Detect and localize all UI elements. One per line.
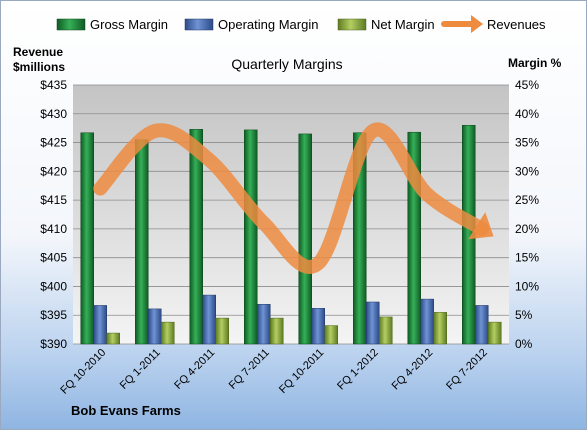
legend-swatch-operating-margin	[184, 18, 214, 31]
legend-swatch-net-margin	[337, 18, 367, 31]
bar-net-margin	[106, 332, 120, 345]
legend-item-gross-margin: Gross Margin	[56, 17, 168, 32]
right-tick-label: 0%	[515, 337, 533, 351]
legend-item-operating-margin: Operating Margin	[184, 17, 318, 32]
legend-item-net-margin: Net Margin	[337, 17, 435, 32]
x-tick-label: FQ 1-2011	[118, 347, 163, 392]
legend-label-net-margin: Net Margin	[371, 17, 435, 32]
x-tick-label: FQ 1-2012	[335, 347, 381, 393]
left-tick-label: $425	[40, 136, 67, 150]
right-axis-label: Margin %	[508, 56, 562, 70]
bar-operating-margin	[148, 308, 162, 345]
left-axis-ticks: $390 $395 $400 $405 $410 $415 $420 $425 $430 $435	[40, 78, 67, 351]
chart-title: Quarterly Margins	[231, 56, 342, 72]
legend-swatch-gross-margin	[56, 18, 86, 31]
left-tick-label: $395	[40, 308, 67, 322]
x-tick-label: FQ 7-2012	[444, 347, 490, 393]
x-tick-label: FQ 4-2011	[172, 347, 217, 392]
bar-net-margin	[433, 312, 447, 345]
left-axis-label-line1: Revenue	[13, 45, 63, 59]
bar-net-margin	[324, 325, 338, 345]
legend-label-revenues: Revenues	[487, 17, 546, 32]
left-tick-label: $405	[40, 251, 67, 265]
legend: Gross Margin Operating Margin Net Margin…	[56, 15, 546, 33]
legend-arrow-revenues	[471, 15, 483, 33]
bar-operating-margin	[311, 308, 325, 345]
x-axis-ticks: FQ 10-2010 FQ 1-2011 FQ 4-2011 FQ 7-2011 FQ …	[58, 347, 489, 397]
x-tick-label: FQ 10-2010	[58, 347, 108, 397]
right-tick-label: 15%	[515, 251, 539, 265]
left-tick-label: $430	[40, 107, 67, 121]
x-tick-label: FQ 7-2011	[227, 347, 272, 392]
bar-operating-margin	[420, 298, 434, 345]
right-tick-label: 45%	[515, 78, 539, 92]
bar-gross-margin	[189, 129, 203, 345]
right-tick-label: 30%	[515, 164, 539, 178]
right-tick-label: 25%	[515, 193, 539, 207]
right-tick-label: 40%	[515, 107, 539, 121]
legend-label-gross-margin: Gross Margin	[90, 17, 168, 32]
bar-net-margin	[161, 321, 175, 345]
bar-operating-margin	[202, 294, 216, 345]
legend-label-operating-margin: Operating Margin	[218, 17, 318, 32]
bar-net-margin	[270, 317, 284, 345]
left-tick-label: $420	[40, 164, 67, 178]
bar-net-margin	[379, 316, 393, 345]
bar-operating-margin	[366, 301, 380, 345]
left-tick-label: $400	[40, 279, 67, 293]
left-tick-label: $435	[40, 78, 67, 92]
bar-net-margin	[215, 317, 229, 345]
left-tick-label: $410	[40, 222, 67, 236]
right-tick-label: 20%	[515, 222, 539, 236]
bar-gross-margin	[298, 133, 312, 345]
right-tick-label: 10%	[515, 279, 539, 293]
footer-company-name: Bob Evans Farms	[71, 403, 181, 418]
left-axis-label-line2: $millions	[13, 60, 65, 74]
right-tick-label: 35%	[515, 136, 539, 150]
revenue-line	[93, 122, 494, 274]
bar-operating-margin	[257, 304, 271, 345]
x-tick-label: FQ 4-2012	[390, 347, 436, 393]
revenue-arrowhead	[468, 212, 494, 240]
x-tick-label: FQ 10-2011	[277, 347, 326, 396]
bar-net-margin	[488, 321, 502, 345]
left-tick-label: $415	[40, 193, 67, 207]
bar-operating-margin	[475, 305, 489, 345]
bar-operating-margin	[93, 305, 107, 345]
right-axis-ticks: 0% 5% 10% 15% 20% 25% 30% 35% 40% 45%	[515, 78, 539, 351]
bar-gross-margin	[244, 129, 258, 345]
bars	[80, 125, 502, 345]
legend-item-revenues: Revenues	[441, 15, 546, 33]
bar-gross-margin	[80, 132, 94, 345]
bar-gross-margin	[135, 139, 149, 345]
right-tick-label: 5%	[515, 308, 533, 322]
revenue-series-line	[93, 122, 489, 274]
bar-gross-margin	[353, 132, 367, 345]
left-tick-label: $390	[40, 337, 67, 351]
